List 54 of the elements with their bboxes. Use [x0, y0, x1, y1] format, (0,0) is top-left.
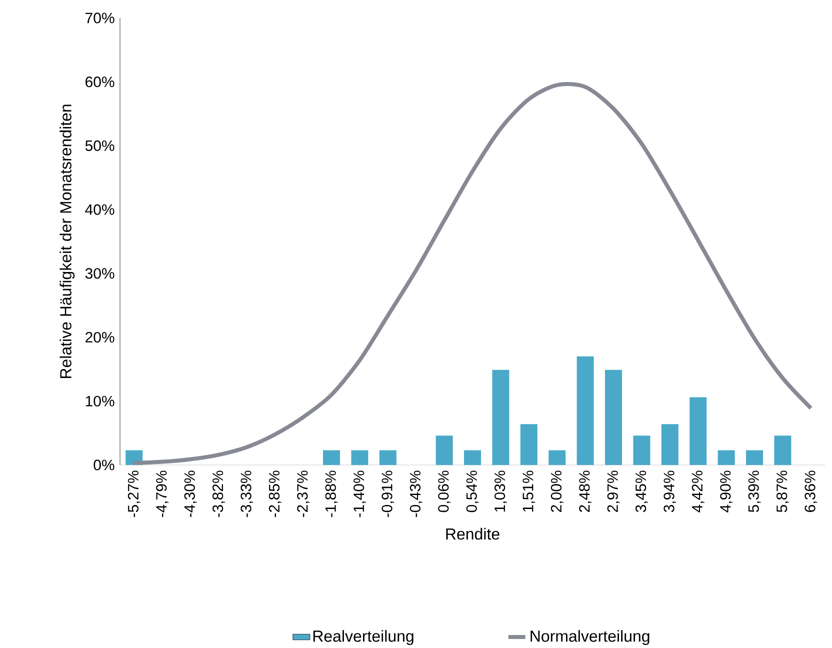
bar: [746, 450, 764, 465]
y-tick-label: 50%: [85, 140, 114, 152]
bar: [520, 424, 538, 465]
legend-label: Realverteilung: [313, 630, 414, 646]
x-tick-label: 5,39%: [748, 470, 761, 512]
x-tick-label: -0,91%: [382, 470, 394, 518]
x-tick-label: 1,51%: [522, 470, 536, 512]
x-tick-label: 3,45%: [636, 470, 648, 512]
x-tick-label: -5,27%: [128, 470, 140, 518]
x-tick-label: 2,97%: [607, 470, 620, 512]
y-tick-label: 40%: [85, 204, 114, 215]
bar: [379, 450, 396, 465]
bar: [633, 436, 650, 465]
x-tick-label: 0,54%: [466, 470, 479, 512]
x-tick-label: 0,06%: [438, 470, 451, 512]
y-tick-label: 10%: [86, 396, 114, 406]
x-tick-label: -4,79%: [156, 470, 169, 518]
x-tick-label: 2,48%: [579, 470, 592, 512]
bar: [436, 436, 453, 465]
x-tick-label: 6,36%: [804, 470, 818, 512]
x-tick-label: -3,33%: [240, 470, 254, 518]
x-tick-label: 3,94%: [664, 470, 676, 512]
bar: [605, 370, 622, 465]
bar: [464, 450, 482, 465]
x-tick-label: -4,30%: [184, 470, 197, 518]
y-tick-label: 20%: [86, 332, 114, 343]
x-tick-label: 4,90%: [720, 470, 733, 512]
x-tick-label: -1,40%: [354, 470, 366, 518]
bar: [718, 450, 735, 465]
y-tick-label: 60%: [86, 76, 114, 88]
bar: [351, 450, 368, 465]
legend-label: Normalverteilung: [530, 630, 650, 646]
x-tick-label: -1,88%: [325, 470, 338, 518]
bar: [576, 356, 594, 465]
x-tick-label: 2,00%: [550, 470, 564, 512]
y-tick-label: 0%: [94, 460, 114, 470]
x-tick-label: -3,82%: [212, 470, 225, 518]
x-tick-label: 4,42%: [692, 470, 704, 512]
x-tick-label: -0,43%: [410, 470, 422, 518]
line-series: [132, 82, 813, 466]
bar: [323, 450, 340, 465]
x-axis-title: Rendite: [446, 528, 500, 540]
bar: [661, 424, 678, 465]
y-tick-label: 30%: [85, 268, 114, 279]
x-tick-label: 1,03%: [494, 470, 507, 512]
x-tick-label: -2,37%: [297, 470, 310, 518]
y-tick-label: 70%: [86, 12, 114, 24]
bar: [548, 450, 566, 465]
y-axis-title: Relative Häufigkeit der Monatsrenditen: [60, 104, 75, 378]
x-tick-label: 5,87%: [776, 470, 789, 512]
x-tick-label: -2,85%: [268, 470, 282, 518]
bar: [492, 370, 510, 465]
bar: [774, 436, 792, 465]
bar: [690, 397, 707, 465]
